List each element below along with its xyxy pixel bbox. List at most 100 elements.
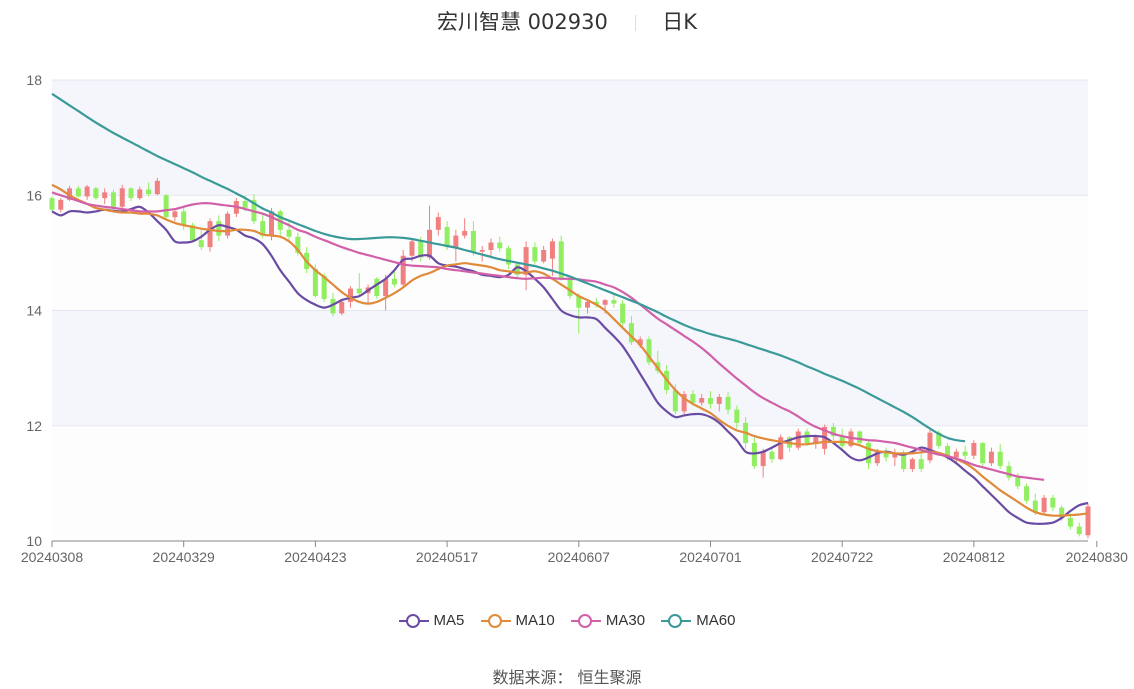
stock-name: 宏川智慧 xyxy=(436,10,521,34)
candle-body-37 xyxy=(374,278,380,297)
candle-body-40 xyxy=(400,255,406,285)
candle-body-113 xyxy=(1041,497,1047,513)
band-3 xyxy=(52,80,1088,196)
candles xyxy=(49,177,1091,539)
candle-body-20 xyxy=(225,213,231,236)
candle-body-27 xyxy=(286,229,292,237)
legend-swatch-ma60 xyxy=(661,613,692,628)
candle-body-39 xyxy=(391,278,397,285)
candle-body-41 xyxy=(409,241,415,256)
candle-body-85 xyxy=(795,431,801,448)
x-axis: 20240308 20240329 20240423 20240517 20240607… xyxy=(21,540,1128,565)
candle-body-77 xyxy=(725,396,731,410)
candle-body-12 xyxy=(154,180,160,195)
candle-body-13 xyxy=(163,195,169,218)
legend-label-ma5: MA5 xyxy=(433,612,465,629)
candle-body-53 xyxy=(514,264,520,275)
legend-swatch-ma30 xyxy=(570,613,601,628)
candle-body-16 xyxy=(189,225,195,241)
candle-body-71 xyxy=(672,390,678,412)
series-line-ma10 xyxy=(51,183,1089,517)
candle-body-72 xyxy=(681,394,687,412)
x-tick-label-20240722: 20240722 xyxy=(811,549,874,565)
x-tick-label-20240812: 20240812 xyxy=(943,549,1006,565)
background-bands xyxy=(52,80,1088,541)
candle-body-58 xyxy=(558,241,564,279)
candle-body-14 xyxy=(172,211,178,218)
candle-body-19 xyxy=(216,221,222,236)
band-0 xyxy=(52,425,1088,541)
candle-body-106 xyxy=(980,443,986,464)
period-label: 日K xyxy=(662,10,697,34)
candle-body-66 xyxy=(628,323,634,343)
candle-body-73 xyxy=(690,394,696,403)
candle-body-89 xyxy=(830,426,836,437)
candle-body-46 xyxy=(453,235,459,248)
candle-body-35 xyxy=(356,288,362,294)
legend-item-ma5[interactable]: MA5 xyxy=(398,612,465,629)
candle-body-49 xyxy=(479,249,485,252)
candle-body-95 xyxy=(883,451,889,458)
x-tick-label-20240308: 20240308 xyxy=(21,549,84,565)
candle-body-80 xyxy=(751,443,757,467)
candle-body-3 xyxy=(75,188,81,197)
legend: MA5 MA10 MA30 MA60 xyxy=(0,612,1134,632)
candle-body-4 xyxy=(84,186,90,197)
candle-body-0 xyxy=(49,198,55,210)
x-tick-label-20240423: 20240423 xyxy=(284,549,347,565)
candle-body-65 xyxy=(620,303,626,324)
y-axis: 10 12 14 16 18 xyxy=(26,72,42,549)
legend-item-ma60[interactable]: MA60 xyxy=(661,612,735,629)
candle-body-117 xyxy=(1076,526,1082,535)
legend-label-ma30: MA30 xyxy=(605,612,646,629)
legend-item-ma30[interactable]: MA30 xyxy=(570,612,646,629)
candle-body-87 xyxy=(813,437,819,444)
candle-body-50 xyxy=(488,242,494,250)
candle-body-52 xyxy=(506,248,512,265)
candle-body-105 xyxy=(971,443,977,456)
candle-body-28 xyxy=(295,236,301,253)
candle-body-15 xyxy=(181,211,187,226)
candle-body-103 xyxy=(953,451,959,458)
x-tick-label-20240517: 20240517 xyxy=(416,549,479,565)
candle-body-118 xyxy=(1085,506,1091,536)
candle-body-5 xyxy=(93,188,99,199)
candle-body-47 xyxy=(462,230,468,236)
title-separator xyxy=(634,15,636,31)
candle-body-112 xyxy=(1032,500,1038,513)
candle-body-100 xyxy=(927,432,933,461)
legend-swatch-ma10 xyxy=(480,613,511,628)
candle-body-99 xyxy=(918,459,924,469)
candle-body-9 xyxy=(128,188,134,199)
candle-body-38 xyxy=(383,278,389,297)
y-tick-label-14: 14 xyxy=(26,303,42,319)
candle-body-25 xyxy=(268,211,274,236)
series-line-ma30 xyxy=(51,191,1045,481)
legend-label-ma10: MA10 xyxy=(515,612,555,629)
candle-body-68 xyxy=(646,339,652,363)
candle-body-102 xyxy=(945,445,951,458)
candle-body-98 xyxy=(909,459,915,469)
candle-body-55 xyxy=(532,247,538,262)
candle-body-61 xyxy=(585,301,591,308)
moving-average-lines xyxy=(51,92,1089,525)
candle-body-33 xyxy=(339,301,345,314)
candle-body-115 xyxy=(1059,507,1065,518)
candle-body-114 xyxy=(1050,497,1056,508)
data-source: 数据来源： 恒生聚源 xyxy=(0,664,1134,688)
candle-body-43 xyxy=(427,229,433,258)
candle-body-56 xyxy=(541,249,547,262)
candle-body-18 xyxy=(207,221,213,248)
candle-body-7 xyxy=(110,192,116,207)
legend-swatch-ma5 xyxy=(398,613,429,628)
band-1 xyxy=(52,310,1088,426)
candle-body-108 xyxy=(997,451,1003,467)
candle-body-86 xyxy=(804,431,810,444)
legend-item-ma10[interactable]: MA10 xyxy=(480,612,555,629)
y-tick-label-18: 18 xyxy=(26,72,42,88)
series-line-ma5 xyxy=(51,205,1089,525)
candle-body-116 xyxy=(1067,517,1073,527)
y-tick-label-16: 16 xyxy=(26,187,42,203)
candle-body-75 xyxy=(707,398,713,404)
